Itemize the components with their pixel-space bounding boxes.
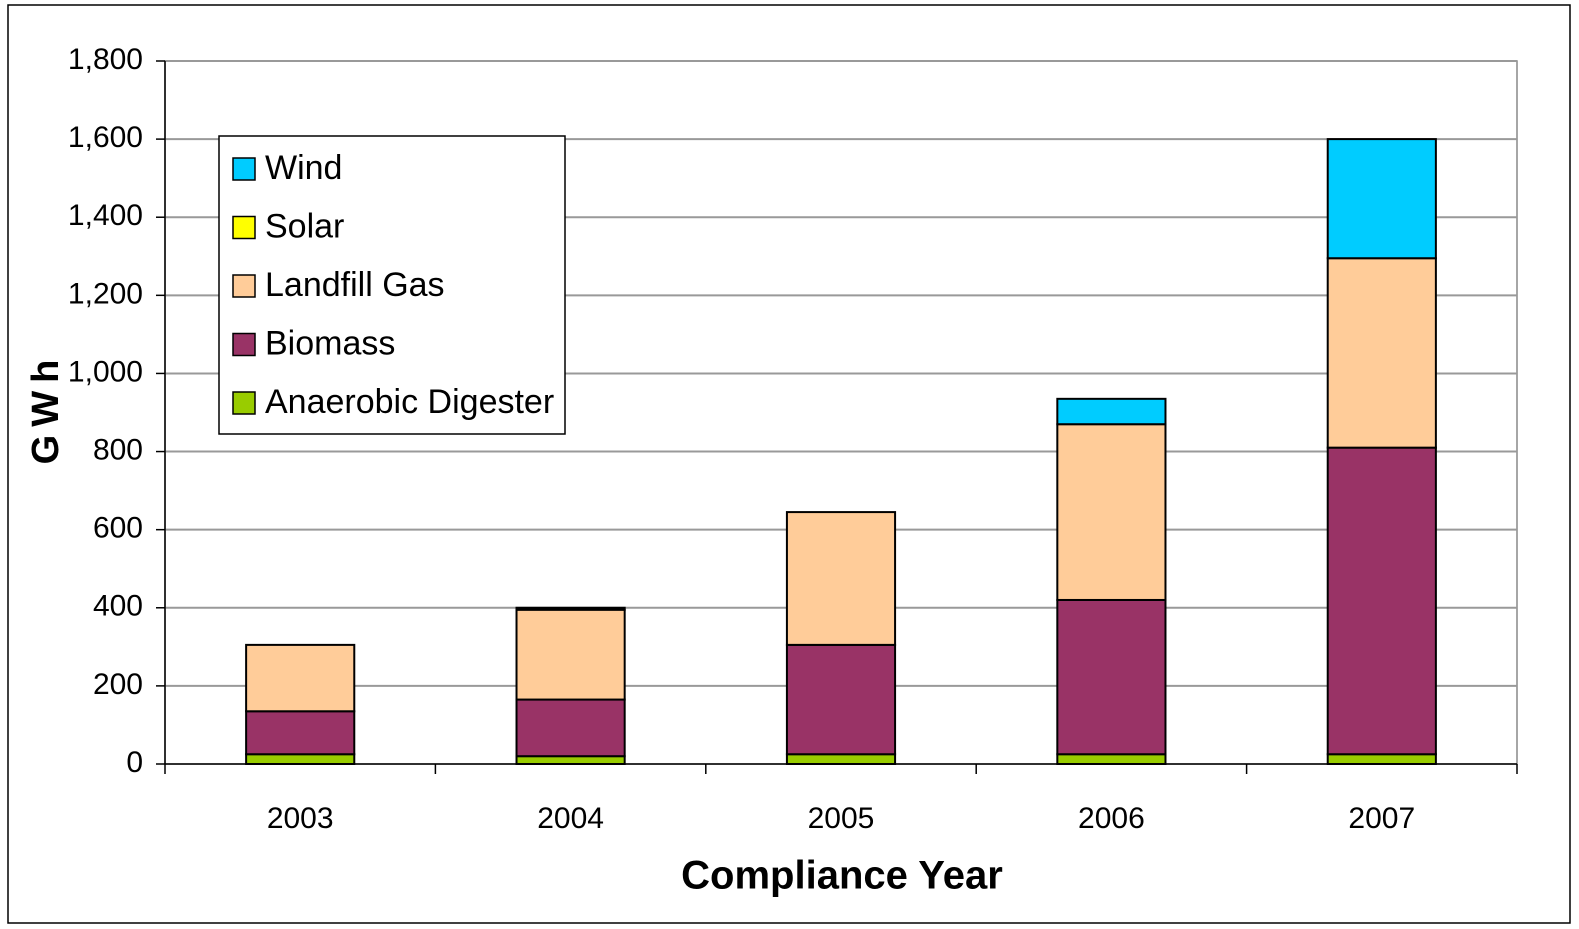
legend-label: Biomass — [265, 324, 395, 362]
bar-segment — [245, 710, 356, 756]
bar-segment — [515, 606, 626, 611]
y-tick-label: 600 — [93, 512, 143, 545]
y-tick-label: 1,400 — [68, 199, 143, 232]
bar-segment — [785, 643, 897, 756]
x-tick-label: 2006 — [1078, 802, 1145, 835]
y-tick-label: 800 — [93, 433, 143, 466]
y-axis-label: GWh — [25, 352, 67, 465]
bar-segment — [785, 753, 897, 765]
x-axis-label: Compliance Year — [681, 854, 1003, 898]
y-tick-label: 1,800 — [68, 43, 143, 76]
x-tick-label: 2005 — [808, 802, 875, 835]
bar-segment — [245, 753, 356, 765]
x-tick-label: 2007 — [1348, 802, 1415, 835]
bar-segment — [1056, 397, 1167, 426]
x-tick-label: 2004 — [537, 802, 604, 835]
legend-swatch — [232, 274, 256, 298]
legend-swatch — [232, 332, 256, 357]
legend-label: Landfill Gas — [265, 266, 445, 304]
bar-segment — [515, 698, 626, 758]
legend-label: Solar — [265, 207, 344, 245]
bar-segment — [1326, 257, 1437, 449]
bar-segment — [1326, 138, 1437, 260]
legend-label: Wind — [265, 149, 342, 187]
bar-segment — [1326, 753, 1437, 765]
bar-segment — [1326, 446, 1437, 756]
bar-segment — [515, 755, 626, 766]
bar-segment — [245, 643, 356, 713]
bar-segment — [1056, 753, 1167, 765]
y-tick-label: 0 — [126, 746, 143, 779]
y-tick-label: 1,600 — [68, 121, 143, 154]
legend-swatch — [232, 391, 256, 415]
legend-box — [218, 135, 566, 435]
y-tick-label: 200 — [93, 668, 143, 701]
y-tick-label: 1,000 — [68, 355, 143, 388]
y-tick-label: 400 — [93, 590, 143, 623]
bar-segment — [515, 608, 626, 701]
legend-label: Anaerobic Digester — [265, 383, 554, 421]
legend-swatch — [232, 215, 256, 240]
bar-segment — [785, 511, 897, 646]
bar-segment — [1056, 423, 1167, 601]
legend-swatch — [232, 157, 256, 181]
bar-segment — [1056, 598, 1167, 756]
x-tick-label: 2003 — [267, 802, 334, 835]
y-tick-label: 1,200 — [68, 277, 143, 310]
